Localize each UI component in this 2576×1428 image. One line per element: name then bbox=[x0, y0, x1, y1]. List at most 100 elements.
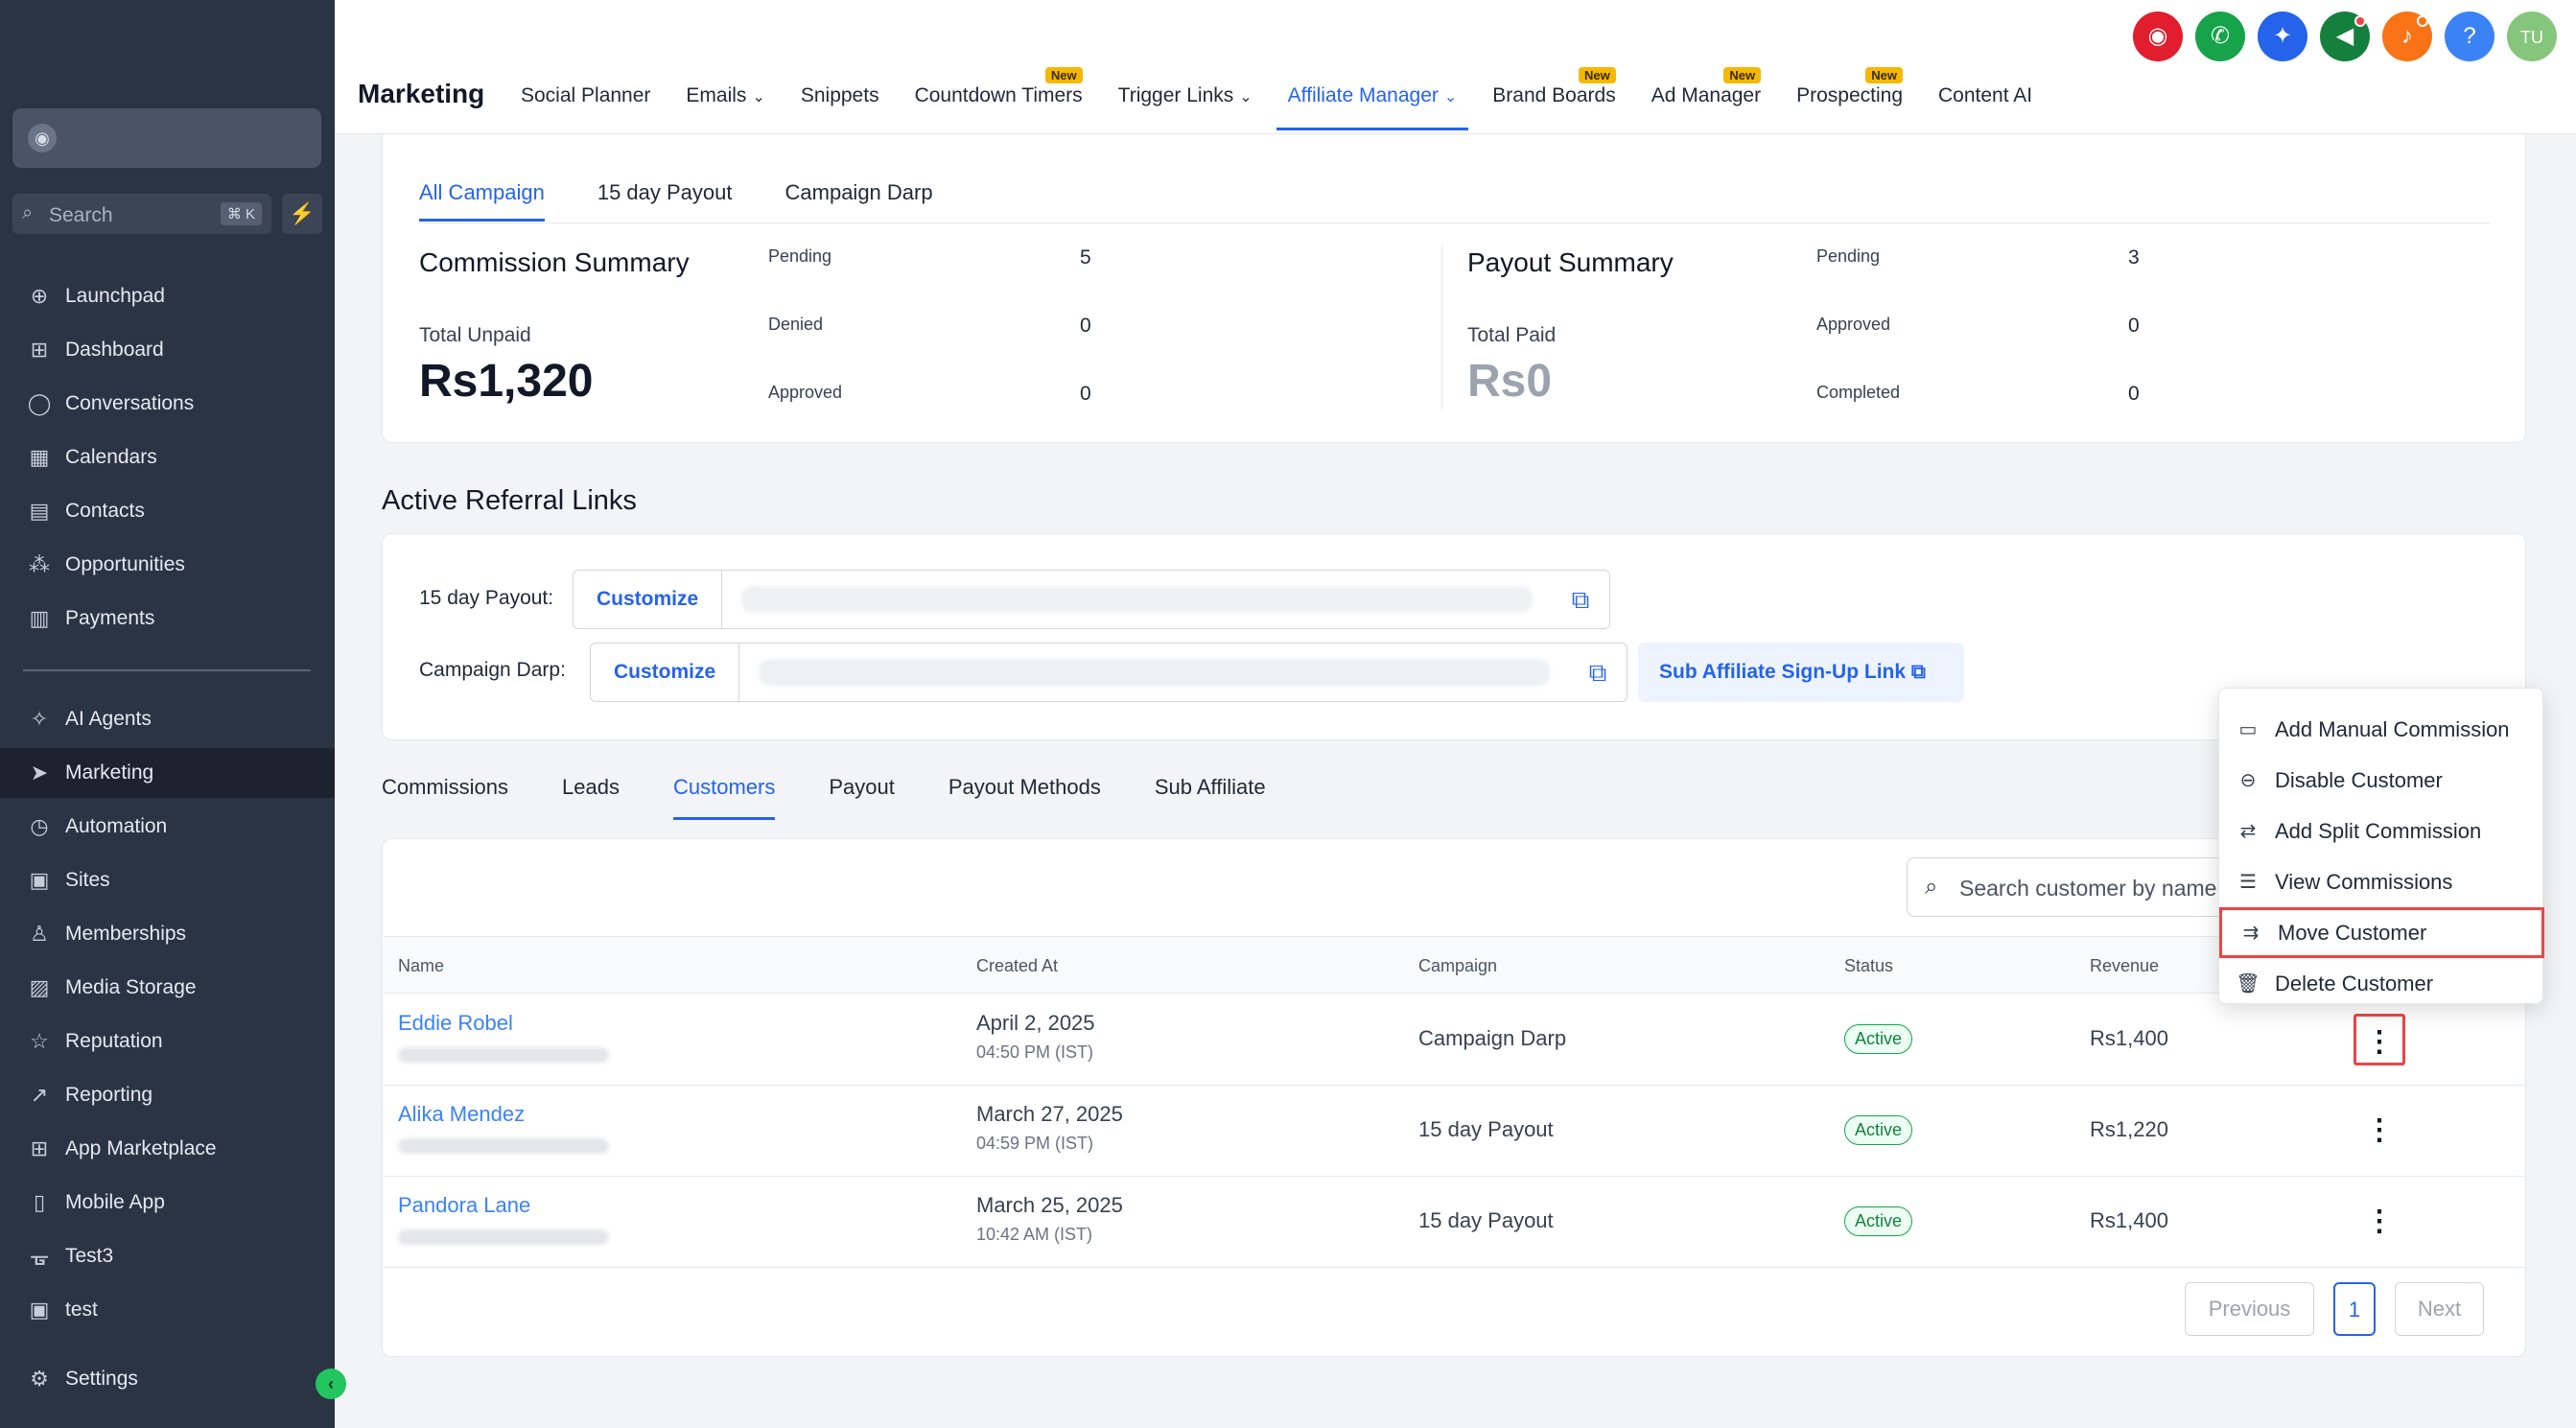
search-icon: ⌕ bbox=[22, 202, 34, 223]
collapse-sidebar-icon[interactable]: ‹ bbox=[316, 1369, 346, 1399]
sidebar-item-automation[interactable]: ◷ Automation bbox=[0, 802, 335, 852]
created-date: March 27, 2025 bbox=[976, 1102, 1123, 1126]
menu-item-disable-customer[interactable]: ⊖ Disable Customer bbox=[2219, 755, 2544, 806]
search-shortcut: ⌘ K bbox=[220, 202, 262, 225]
phone-icon[interactable]: ✆ bbox=[2195, 12, 2245, 61]
tab-leads[interactable]: Leads bbox=[562, 775, 620, 799]
next-page-button[interactable]: Next bbox=[2395, 1282, 2484, 1336]
tab-customers[interactable]: Customers bbox=[672, 775, 776, 820]
menu-item-view-commissions[interactable]: ☰ View Commissions bbox=[2219, 856, 2544, 907]
bell-icon[interactable]: ♪ bbox=[2382, 12, 2432, 61]
speedometer-icon[interactable]: ◉ bbox=[2133, 12, 2183, 61]
summary-divider bbox=[1441, 245, 1442, 410]
menu-social-planner[interactable]: Social Planner bbox=[521, 77, 650, 130]
created-time: 04:59 PM (IST) bbox=[976, 1134, 1094, 1153]
megaphone-icon[interactable]: ◀ bbox=[2320, 12, 2370, 61]
tab-15-day-payout[interactable]: 15 day Payout bbox=[597, 180, 733, 204]
menu-content-ai[interactable]: Content AI bbox=[1938, 77, 2032, 130]
customize-button[interactable]: Customize bbox=[574, 571, 723, 628]
sidebar-search[interactable]: ⌕ Search ⌘ K bbox=[12, 194, 271, 234]
sidebar-search-placeholder: Search bbox=[49, 204, 113, 226]
tab-payout-methods[interactable]: Payout Methods bbox=[948, 775, 1101, 799]
sidebar-item-label: Reporting bbox=[65, 1084, 153, 1106]
customize-button[interactable]: Customize bbox=[591, 644, 740, 701]
sidebar-item-test3[interactable]: ᚗ Test3 bbox=[0, 1231, 335, 1281]
menu-item-label: Add Split Commission bbox=[2275, 818, 2482, 843]
sidebar-item-ai-agents[interactable]: ✧ AI Agents bbox=[0, 694, 335, 744]
total-paid-label: Total Paid bbox=[1467, 324, 1557, 346]
sidebar-item-media-storage[interactable]: ▨ Media Storage bbox=[0, 963, 335, 1013]
menu-brand-boards[interactable]: Brand Boards New bbox=[1492, 67, 1616, 130]
sidebar-item-mobile-app[interactable]: ▯ Mobile App bbox=[0, 1178, 335, 1228]
sidebar-item-reputation[interactable]: ☆ Reputation bbox=[0, 1017, 335, 1066]
created-date: April 2, 2025 bbox=[976, 1011, 1095, 1035]
sidebar-item-marketing[interactable]: ➤ Marketing bbox=[0, 748, 335, 798]
referral-card bbox=[382, 533, 2526, 740]
sidebar-item-settings[interactable]: ⚙ Settings bbox=[0, 1354, 335, 1404]
menu-item-add-split-commission[interactable]: ⇄ Add Split Commission bbox=[2219, 806, 2544, 856]
row-actions-kebab-icon[interactable]: ⋮ bbox=[2365, 1114, 2394, 1146]
copy-icon[interactable]: ⧉ bbox=[1588, 658, 1607, 687]
sidebar-item-sites[interactable]: ▣ Sites bbox=[0, 855, 335, 905]
sidebar-item-app-marketplace[interactable]: ⊞ App Marketplace bbox=[0, 1124, 335, 1174]
status-badge: Active bbox=[1844, 1206, 1913, 1236]
sidebar-item-launchpad[interactable]: ⊕ Launchpad bbox=[0, 271, 335, 321]
menu-emails[interactable]: Emails ⌄ bbox=[686, 77, 764, 130]
sidebar-item-conversations[interactable]: ◯ Conversations bbox=[0, 379, 335, 429]
avatar[interactable]: TU bbox=[2507, 12, 2557, 61]
menu-prospecting[interactable]: Prospecting New bbox=[1796, 67, 1904, 130]
commission-denied-value: 0 bbox=[1080, 315, 1091, 337]
sidebar-divider bbox=[23, 669, 311, 671]
payout-completed-value: 0 bbox=[2128, 383, 2140, 405]
sidebar-item-dashboard[interactable]: ⊞ Dashboard bbox=[0, 325, 335, 375]
tab-commissions[interactable]: Commissions bbox=[382, 775, 509, 799]
tab-payout[interactable]: Payout bbox=[829, 775, 895, 799]
customer-search-input[interactable]: ⌕ Search customer by name bbox=[1907, 857, 2233, 917]
sidebar-item-label: Dashboard bbox=[65, 339, 164, 361]
previous-page-button[interactable]: Previous bbox=[2185, 1282, 2314, 1336]
menu-item-move-customer[interactable]: ⇉ Move Customer bbox=[2219, 907, 2544, 958]
menu-trigger-links[interactable]: Trigger Links ⌄ bbox=[1118, 77, 1253, 130]
sparkle-icon[interactable]: ✦ bbox=[2258, 12, 2307, 61]
tab-all-campaign[interactable]: All Campaign bbox=[419, 180, 545, 222]
customer-name-link[interactable]: Pandora Lane bbox=[398, 1193, 531, 1217]
created-time: 10:42 AM (IST) bbox=[976, 1225, 1093, 1244]
column-created-at: Created At bbox=[976, 956, 1059, 975]
menu-item-delete-customer[interactable]: 🗑 Delete Customer bbox=[2219, 958, 2544, 1009]
sidebar-item-contacts[interactable]: ▤ Contacts bbox=[0, 486, 335, 536]
account-switcher[interactable]: ◉ bbox=[12, 108, 321, 168]
customers-table-card bbox=[382, 838, 2526, 1357]
customer-name-link[interactable]: Eddie Robel bbox=[398, 1011, 513, 1035]
row-actions-kebab-icon[interactable]: ⋮ bbox=[2354, 1014, 2405, 1065]
copy-icon: ⧉ bbox=[1910, 661, 1926, 683]
menu-snippets[interactable]: Snippets bbox=[801, 77, 879, 130]
sidebar-item-memberships[interactable]: ♙ Memberships bbox=[0, 909, 335, 959]
memberships-icon: ♙ bbox=[30, 922, 49, 946]
sidebar-item-calendars[interactable]: ▦ Calendars bbox=[0, 433, 335, 482]
sidebar-item-opportunities[interactable]: ⁂ Opportunities bbox=[0, 540, 335, 590]
sidebar-item-test[interactable]: ▣ test bbox=[0, 1285, 335, 1335]
help-icon[interactable]: ? bbox=[2445, 12, 2494, 61]
customer-name-link[interactable]: Alika Mendez bbox=[398, 1102, 526, 1126]
sub-affiliate-signup-button[interactable]: Sub Affiliate Sign-Up Link ⧉ bbox=[1638, 643, 1964, 702]
sidebar-item-payments[interactable]: ▥ Payments bbox=[0, 594, 335, 644]
menu-ad-manager[interactable]: Ad Manager New bbox=[1651, 67, 1762, 130]
tab-campaign-darp[interactable]: Campaign Darp bbox=[785, 180, 933, 204]
table-row: Pandora Lane March 25, 2025 10:42 AM (IST)… bbox=[384, 1177, 2526, 1268]
contacts-icon: ▤ bbox=[29, 499, 50, 523]
marketing-menu: Social Planner Emails ⌄ Snippets Countdown T… bbox=[521, 67, 2068, 130]
tab-sub-affiliate[interactable]: Sub Affiliate bbox=[1154, 775, 1266, 799]
menu-countdown-timers[interactable]: Countdown Timers New bbox=[915, 67, 1083, 130]
quick-action-bolt-icon[interactable]: ⚡ bbox=[282, 194, 322, 234]
copy-icon[interactable]: ⧉ bbox=[1571, 585, 1590, 614]
affiliate-section-tabs: Commissions Leads Customers Payout Payout Me… bbox=[382, 775, 1320, 820]
payout-pending-value: 3 bbox=[2128, 246, 2140, 269]
page-1-button[interactable]: 1 bbox=[2333, 1282, 2376, 1336]
menu-item-label: Disable Customer bbox=[2275, 767, 2443, 792]
sidebar-item-reporting[interactable]: ↗ Reporting bbox=[0, 1070, 335, 1120]
commission-pending-value: 5 bbox=[1080, 246, 1091, 269]
menu-affiliate-manager[interactable]: Affiliate Manager ⌄ bbox=[1276, 77, 1469, 130]
row-actions-kebab-icon[interactable]: ⋮ bbox=[2365, 1206, 2394, 1237]
sidebar-item-label: Settings bbox=[65, 1368, 138, 1390]
menu-item-add-manual-commission[interactable]: ▭ Add Manual Commission bbox=[2219, 704, 2544, 755]
